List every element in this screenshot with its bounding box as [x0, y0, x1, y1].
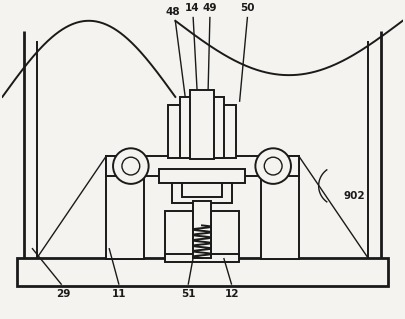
Circle shape	[122, 157, 140, 175]
Bar	[17, 258, 388, 286]
Bar	[168, 105, 236, 158]
Bar	[193, 201, 211, 258]
Bar	[165, 254, 239, 262]
Text: 902: 902	[343, 191, 365, 201]
Bar	[180, 97, 224, 158]
Bar	[173, 183, 232, 203]
Bar	[106, 156, 144, 259]
Bar	[190, 90, 214, 159]
Text: 51: 51	[181, 289, 196, 299]
Text: 14: 14	[185, 3, 199, 13]
Bar	[165, 211, 193, 258]
Bar	[158, 169, 245, 183]
Circle shape	[256, 148, 291, 184]
Text: 29: 29	[56, 289, 71, 299]
Text: 50: 50	[240, 3, 255, 13]
Text: 48: 48	[165, 7, 180, 17]
Text: 11: 11	[112, 289, 126, 299]
Bar	[182, 183, 222, 197]
Bar	[211, 211, 239, 258]
Text: 49: 49	[202, 3, 217, 13]
Text: 12: 12	[224, 289, 239, 299]
Bar	[106, 156, 299, 176]
Circle shape	[264, 157, 282, 175]
Bar	[261, 156, 299, 259]
Circle shape	[113, 148, 149, 184]
